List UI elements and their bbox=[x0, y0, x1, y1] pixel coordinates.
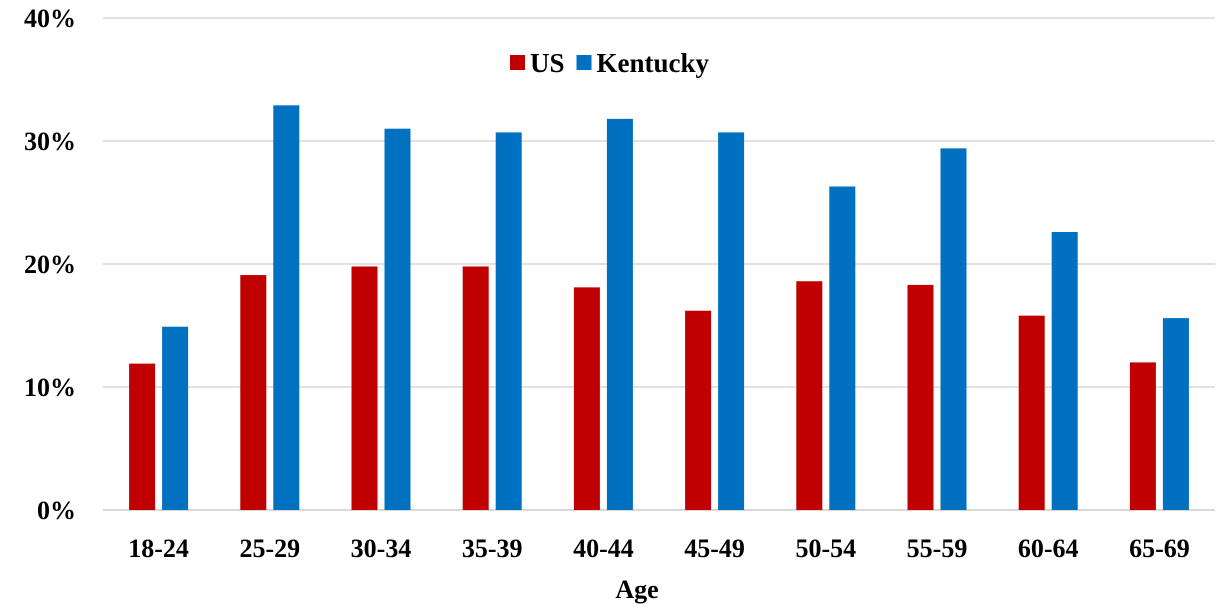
x-axis-title: Age bbox=[615, 575, 658, 604]
bar-kentucky-45-49 bbox=[718, 132, 745, 510]
x-tick-label: 60-64 bbox=[1018, 534, 1079, 563]
bar-kentucky-65-69 bbox=[1162, 318, 1189, 510]
bar-us-40-44 bbox=[573, 287, 600, 510]
legend-label-kentucky: Kentucky bbox=[597, 48, 710, 78]
bar-kentucky-30-34 bbox=[384, 128, 411, 510]
bar-us-45-49 bbox=[685, 310, 712, 510]
x-tick-label: 65-69 bbox=[1129, 534, 1190, 563]
x-tick-label: 45-49 bbox=[684, 534, 745, 563]
x-tick-label: 35-39 bbox=[462, 534, 523, 563]
gridlines bbox=[103, 17, 1215, 511]
x-tick-label: 50-54 bbox=[795, 534, 856, 563]
bars bbox=[129, 105, 1189, 511]
bar-kentucky-60-64 bbox=[1051, 232, 1078, 510]
bar-us-25-29 bbox=[240, 275, 267, 510]
x-tick-label: 18-24 bbox=[128, 534, 189, 563]
bar-us-18-24 bbox=[129, 363, 156, 510]
x-tick-label: 40-44 bbox=[573, 534, 634, 563]
x-axis-ticks: 18-24 25-29 30-34 35-39 40-44 45-49 50-54 55-59… bbox=[128, 534, 1189, 563]
y-tick-label: 20% bbox=[24, 250, 76, 279]
x-tick-label: 30-34 bbox=[351, 534, 412, 563]
bar-us-65-69 bbox=[1129, 362, 1156, 510]
bar-us-60-64 bbox=[1018, 315, 1045, 510]
bar-kentucky-55-59 bbox=[940, 148, 967, 510]
bar-kentucky-25-29 bbox=[273, 105, 300, 510]
x-tick-label: 25-29 bbox=[239, 534, 300, 563]
y-tick-label: 0% bbox=[37, 496, 76, 525]
y-tick-label: 40% bbox=[24, 4, 76, 33]
legend-label-us: US bbox=[530, 48, 565, 78]
bar-us-30-34 bbox=[351, 266, 378, 510]
bar-us-50-54 bbox=[796, 281, 823, 510]
legend-swatch-kentucky bbox=[576, 55, 592, 70]
x-tick-label: 55-59 bbox=[907, 534, 968, 563]
y-tick-label: 10% bbox=[24, 373, 76, 402]
bar-us-35-39 bbox=[462, 266, 489, 510]
bar-kentucky-35-39 bbox=[495, 132, 522, 510]
bar-kentucky-50-54 bbox=[829, 186, 856, 510]
y-tick-label: 30% bbox=[24, 127, 76, 156]
legend-swatch-us bbox=[510, 55, 525, 70]
bar-us-55-59 bbox=[907, 284, 934, 510]
bar-kentucky-40-44 bbox=[606, 118, 633, 511]
bar-kentucky-18-24 bbox=[162, 326, 189, 510]
legend: US Kentucky bbox=[510, 48, 710, 78]
y-axis-ticks: 0% 10% 20% 30% 40% bbox=[24, 4, 76, 525]
